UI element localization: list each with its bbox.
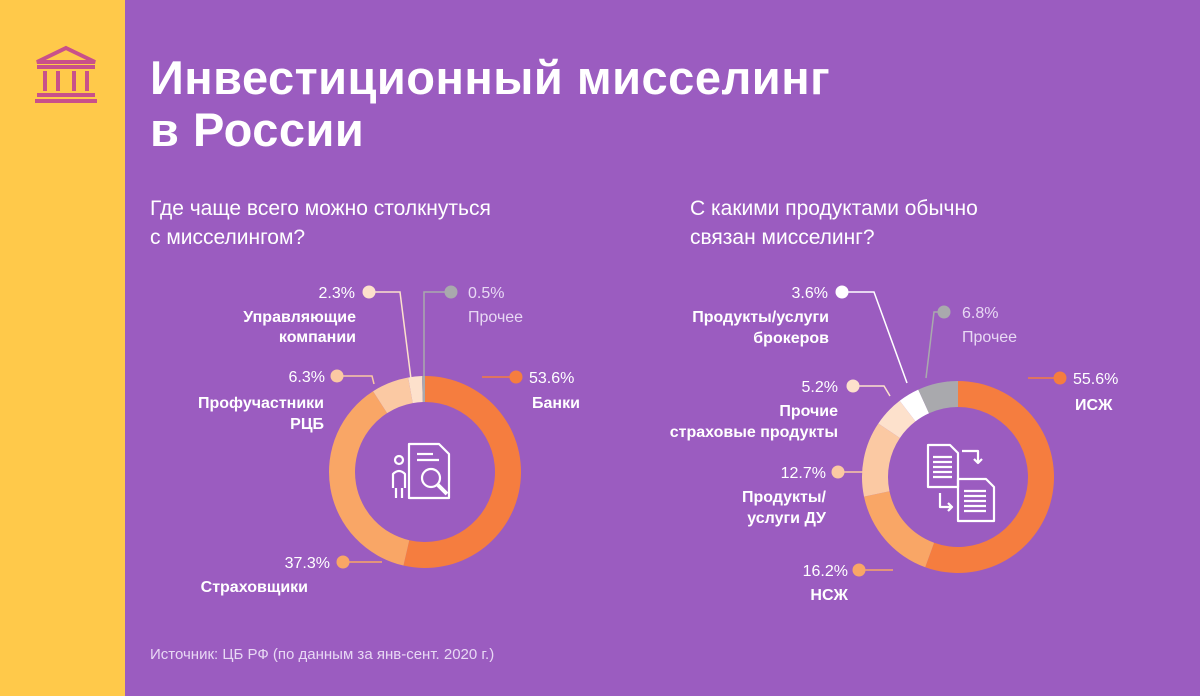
chart-2-category-1-line-1: ИСЖ [1075, 397, 1113, 414]
chart-2-slice-3 [862, 423, 900, 497]
chart-2-slice-1 [925, 381, 1054, 573]
chart-1-category-3-line-2: РЦБ [290, 416, 324, 433]
chart-1-leader-4 [369, 291, 412, 380]
document-search-icon [391, 442, 451, 500]
chart-1-category-5-line-1: Прочее [468, 309, 523, 326]
chart-2-value-2: 16.2% [803, 563, 848, 580]
chart-2-marker-1 [1053, 371, 1067, 385]
page-title-line-1: Инвестиционный мисселинг [150, 51, 831, 104]
chart-1-question-line-2: с мисселингом? [150, 226, 306, 249]
chart-1-slice-4 [408, 376, 423, 404]
chart-2-question-line-2: связан мисселинг? [690, 226, 875, 249]
chart-2-marker-2 [852, 563, 866, 577]
chart-2-category-4-line-1: Прочие [779, 403, 838, 420]
chart-2-value-1: 55.6% [1073, 371, 1118, 388]
chart-2-slice-6 [918, 381, 958, 414]
chart-2-category-3-line-2: услуги ДУ [747, 510, 827, 527]
chart-2-category-2-line-1: НСЖ [810, 587, 848, 604]
chart-1-value-1: 53.6% [529, 370, 574, 387]
chart-2-label-4: 5.2% Прочие страховые продукты [670, 379, 891, 441]
bank-building-icon [35, 45, 97, 103]
chart-2-value-3: 12.7% [781, 465, 826, 482]
documents-exchange-icon [926, 443, 996, 523]
chart-1-marker-5 [444, 285, 458, 299]
chart-1-slice-1 [403, 376, 522, 569]
chart-1-category-4-line-2: компании [279, 329, 356, 346]
chart-2-leader-6 [925, 311, 944, 379]
chart-2-marker-3 [831, 465, 845, 479]
chart-1-value-3: 6.3% [289, 369, 325, 386]
chart-1-leader-5 [423, 291, 451, 378]
chart-1-slice-3 [373, 377, 413, 414]
chart-2-category-5-line-1: Продукты/услуги [692, 309, 829, 326]
chart-2-label-5: 3.6% Продукты/услуги брокеров [692, 285, 908, 384]
chart-2-category-6-line-1: Прочее [962, 329, 1017, 346]
chart-2-question: С какими продуктами обычно связан миссел… [690, 194, 978, 252]
chart-1-leader-3 [337, 375, 375, 385]
chart-2-leader-5 [842, 291, 908, 384]
page-title-line-2: в России [150, 103, 365, 156]
chart-1-label-5: 0.5% Прочее [423, 285, 523, 378]
chart-2-slice-4 [878, 400, 916, 438]
chart-1-marker-4 [362, 285, 376, 299]
sidebar-stripe [0, 0, 125, 696]
chart-1-marker-1 [509, 370, 523, 384]
chart-1-marker-2 [336, 555, 350, 569]
chart-1-label-3: 6.3% Профучастники РЦБ [198, 369, 375, 433]
chart-1-question: Где чаще всего можно столкнуться с миссе… [150, 194, 491, 252]
donut-chart-1: 53.6% Банки 37.3% Страховщики 6.3% Профучастн… [198, 285, 580, 596]
chart-2-slice-2 [864, 491, 935, 568]
chart-1-category-2-line-1: Страховщики [201, 579, 308, 596]
chart-1-label-2: 37.3% Страховщики [201, 555, 382, 596]
chart-2-value-4: 5.2% [802, 379, 838, 396]
chart-1-value-5: 0.5% [468, 285, 504, 302]
chart-1-value-2: 37.3% [285, 555, 330, 572]
chart-2-marker-5 [835, 285, 849, 299]
chart-1-question-line-1: Где чаще всего можно столкнуться [150, 197, 491, 220]
chart-2-marker-4 [846, 379, 860, 393]
chart-2-category-3-line-1: Продукты/ [742, 489, 827, 506]
chart-2-category-5-line-2: брокеров [753, 330, 829, 347]
source-note: Источник: ЦБ РФ (по данным за янв-сент. … [150, 646, 495, 663]
page-title: Инвестиционный мисселинг в России [150, 52, 830, 156]
chart-1-slice-5 [421, 376, 425, 403]
chart-1-label-1: 53.6% Банки [482, 370, 580, 412]
chart-1-marker-3 [330, 369, 344, 383]
chart-2-label-1: 55.6% ИСЖ [1028, 371, 1118, 414]
chart-2-value-6: 6.8% [962, 305, 998, 322]
chart-2-leader-4 [853, 385, 891, 397]
chart-2-label-2: 16.2% НСЖ [803, 563, 893, 604]
chart-2-category-4-line-2: страховые продукты [670, 424, 838, 441]
chart-2-label-3: 12.7% Продукты/услуги ДУ [742, 465, 866, 527]
chart-1-value-4: 2.3% [319, 285, 355, 302]
chart-1-slice-2 [329, 391, 410, 566]
chart-2-question-line-1: С какими продуктами обычно [690, 197, 978, 220]
chart-1-label-4: 2.3% Управляющие компании [243, 285, 412, 380]
chart-1-category-1-line-1: Банки [532, 395, 580, 412]
chart-2-label-6: 6.8% Прочее [925, 305, 1017, 379]
donut-chart-2: 55.6% ИСЖ 16.2% НСЖ 12.7% Продукты/услуги ДУ 5… [670, 285, 1119, 604]
chart-2-value-5: 3.6% [792, 285, 828, 302]
chart-2-marker-6 [937, 305, 951, 319]
chart-1-category-4-line-1: Управляющие [243, 309, 356, 326]
chart-1-category-3-line-1: Профучастники [198, 395, 324, 412]
chart-2-slice-5 [899, 389, 930, 422]
